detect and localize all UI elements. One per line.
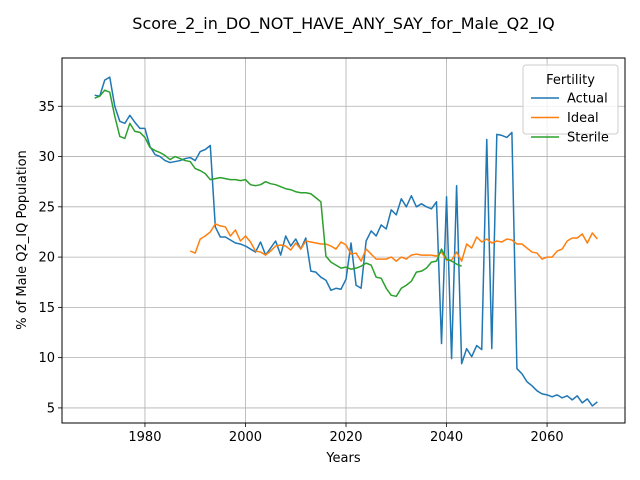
series-line-sterile <box>94 89 462 298</box>
y-axis-label: % of Male Q2_IQ Population <box>15 150 30 330</box>
x-axis-label: Years <box>325 451 361 466</box>
legend-entries: Actual Ideal Sterile <box>531 92 609 146</box>
legend-label-ideal: Ideal <box>567 111 599 126</box>
plot-frame <box>61 57 626 424</box>
grid <box>62 58 625 423</box>
y-axis-ticks: 5 10 15 20 25 30 35 <box>38 100 62 416</box>
series-line-actual <box>94 76 598 407</box>
y-tick-label: 15 <box>38 301 55 316</box>
y-tick-label: 30 <box>38 150 55 165</box>
chart-title: Score_2_in_DO_NOT_HAVE_ANY_SAY_for_Male_… <box>132 14 554 34</box>
x-tick-label: 2060 <box>531 430 564 445</box>
x-tick-label: 1980 <box>128 430 161 445</box>
y-tick-label: 35 <box>38 100 55 115</box>
legend-label-actual: Actual <box>567 92 608 107</box>
legend-title: Fertility <box>546 73 595 88</box>
legend: Fertility Actual Ideal Sterile <box>522 64 619 146</box>
y-tick-label: 25 <box>38 200 55 215</box>
y-tick-label: 20 <box>38 251 55 266</box>
x-tick-label: 2000 <box>229 430 262 445</box>
x-tick-label: 2040 <box>430 430 463 445</box>
y-tick-label: 5 <box>47 401 55 416</box>
x-tick-label: 2020 <box>329 430 362 445</box>
series-line-ideal <box>189 223 598 262</box>
series-lines <box>94 76 598 407</box>
x-axis-ticks: 1980 2000 2020 2040 2060 <box>128 423 564 445</box>
y-tick-label: 10 <box>38 351 55 366</box>
legend-label-sterile: Sterile <box>567 131 609 146</box>
